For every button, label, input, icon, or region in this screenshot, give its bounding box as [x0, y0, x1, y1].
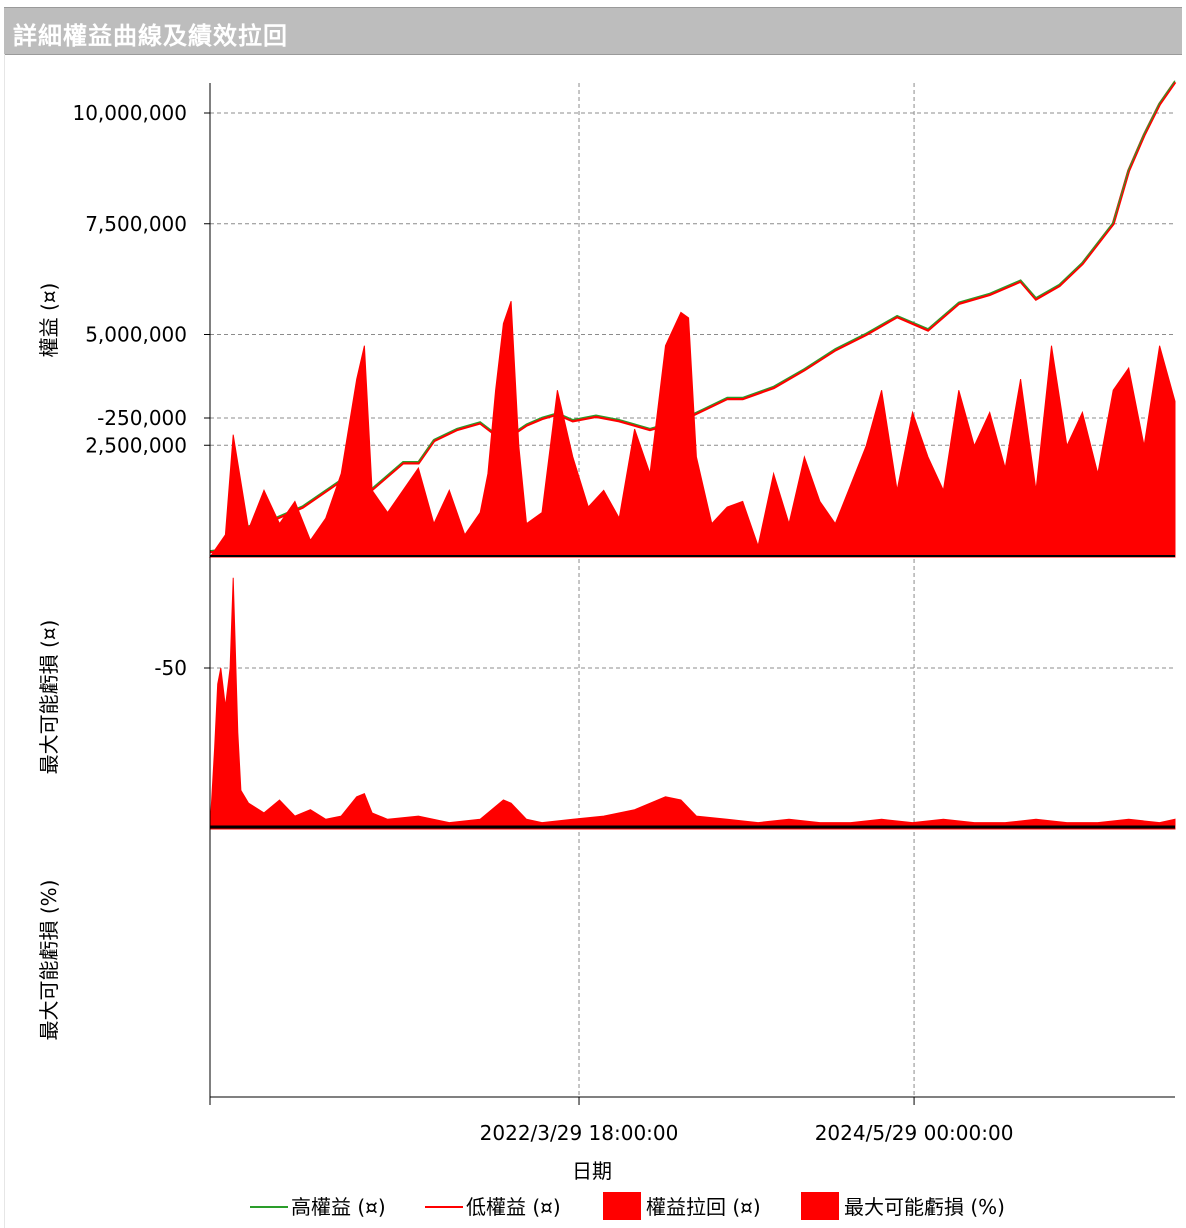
y-tick-label: 7,500,000: [85, 212, 187, 236]
legend-label: 權益拉回 (¤): [646, 1195, 761, 1219]
legend-swatch-box: [603, 1192, 641, 1220]
y-axis-title: 最大可能虧損 (¤): [37, 620, 61, 775]
x-tick-label: 2022/3/29 18:00:00: [480, 1121, 679, 1145]
drawdown-area: [209, 301, 1176, 558]
y-tick-label: -50: [154, 656, 187, 680]
legend-label: 最大可能虧損 (%): [844, 1195, 1005, 1219]
window-title: 詳細權益曲線及績效拉回: [13, 22, 288, 50]
legend-label: 低權益 (¤): [466, 1195, 561, 1219]
frame-edge: [4, 54, 5, 1228]
x-axis-title: 日期: [572, 1159, 612, 1183]
y-axis-title: 權益 (¤): [37, 283, 61, 358]
legend-label: 高權益 (¤): [291, 1195, 386, 1219]
y-axis-title: 最大可能虧損 (%): [37, 880, 61, 1041]
title-bar: 詳細權益曲線及績效拉回: [4, 7, 1182, 55]
y-tick-label: 2,500,000: [85, 433, 187, 457]
y-tick-label: 10,000,000: [72, 101, 187, 125]
legend-swatch-box: [801, 1192, 839, 1220]
y-tick-label: -250,000: [97, 406, 187, 430]
drawdown-pct-area: [209, 577, 1176, 830]
y-tick-label: 5,000,000: [85, 323, 187, 347]
x-tick-label: 2024/5/29 00:00:00: [815, 1121, 1014, 1145]
